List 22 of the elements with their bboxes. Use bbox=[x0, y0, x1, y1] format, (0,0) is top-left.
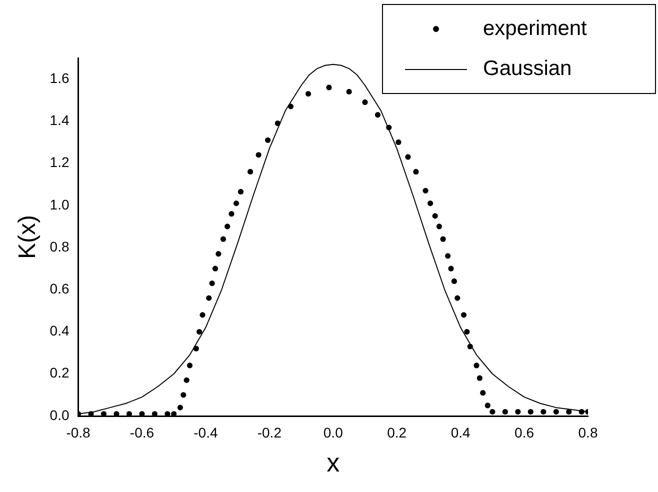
y-tick-label: 1.6 bbox=[50, 70, 70, 86]
x-tick-label: 0.2 bbox=[387, 424, 407, 440]
x-tick-label: -0.4 bbox=[194, 424, 218, 440]
x-tick-label: -0.2 bbox=[257, 424, 282, 440]
y-tick-label: 0.6 bbox=[50, 280, 70, 297]
x-tick-label: -0.8 bbox=[66, 424, 91, 440]
legend-label: Gaussian bbox=[483, 57, 572, 81]
y-axis-title: K(x) bbox=[14, 215, 42, 259]
x-tick-label: 0.8 bbox=[578, 424, 598, 440]
y-tick-label: 0.4 bbox=[50, 322, 70, 339]
x-tick-label: 0.0 bbox=[323, 424, 344, 440]
y-tick-label: 1.0 bbox=[50, 196, 70, 212]
y-tick-label: 0.2 bbox=[50, 364, 70, 381]
x-tick-label: 0.6 bbox=[514, 424, 534, 440]
x-axis-title: x bbox=[326, 448, 340, 478]
y-tick-label: 0.8 bbox=[50, 238, 70, 254]
x-tick-label: -0.6 bbox=[130, 424, 154, 440]
y-tick-label: 1.2 bbox=[50, 154, 70, 170]
y-tick-label: 0.0 bbox=[50, 406, 70, 423]
x-tick-label: 0.4 bbox=[450, 424, 471, 440]
legend-label: experiment bbox=[483, 17, 587, 41]
y-tick-label: 1.4 bbox=[50, 112, 70, 128]
